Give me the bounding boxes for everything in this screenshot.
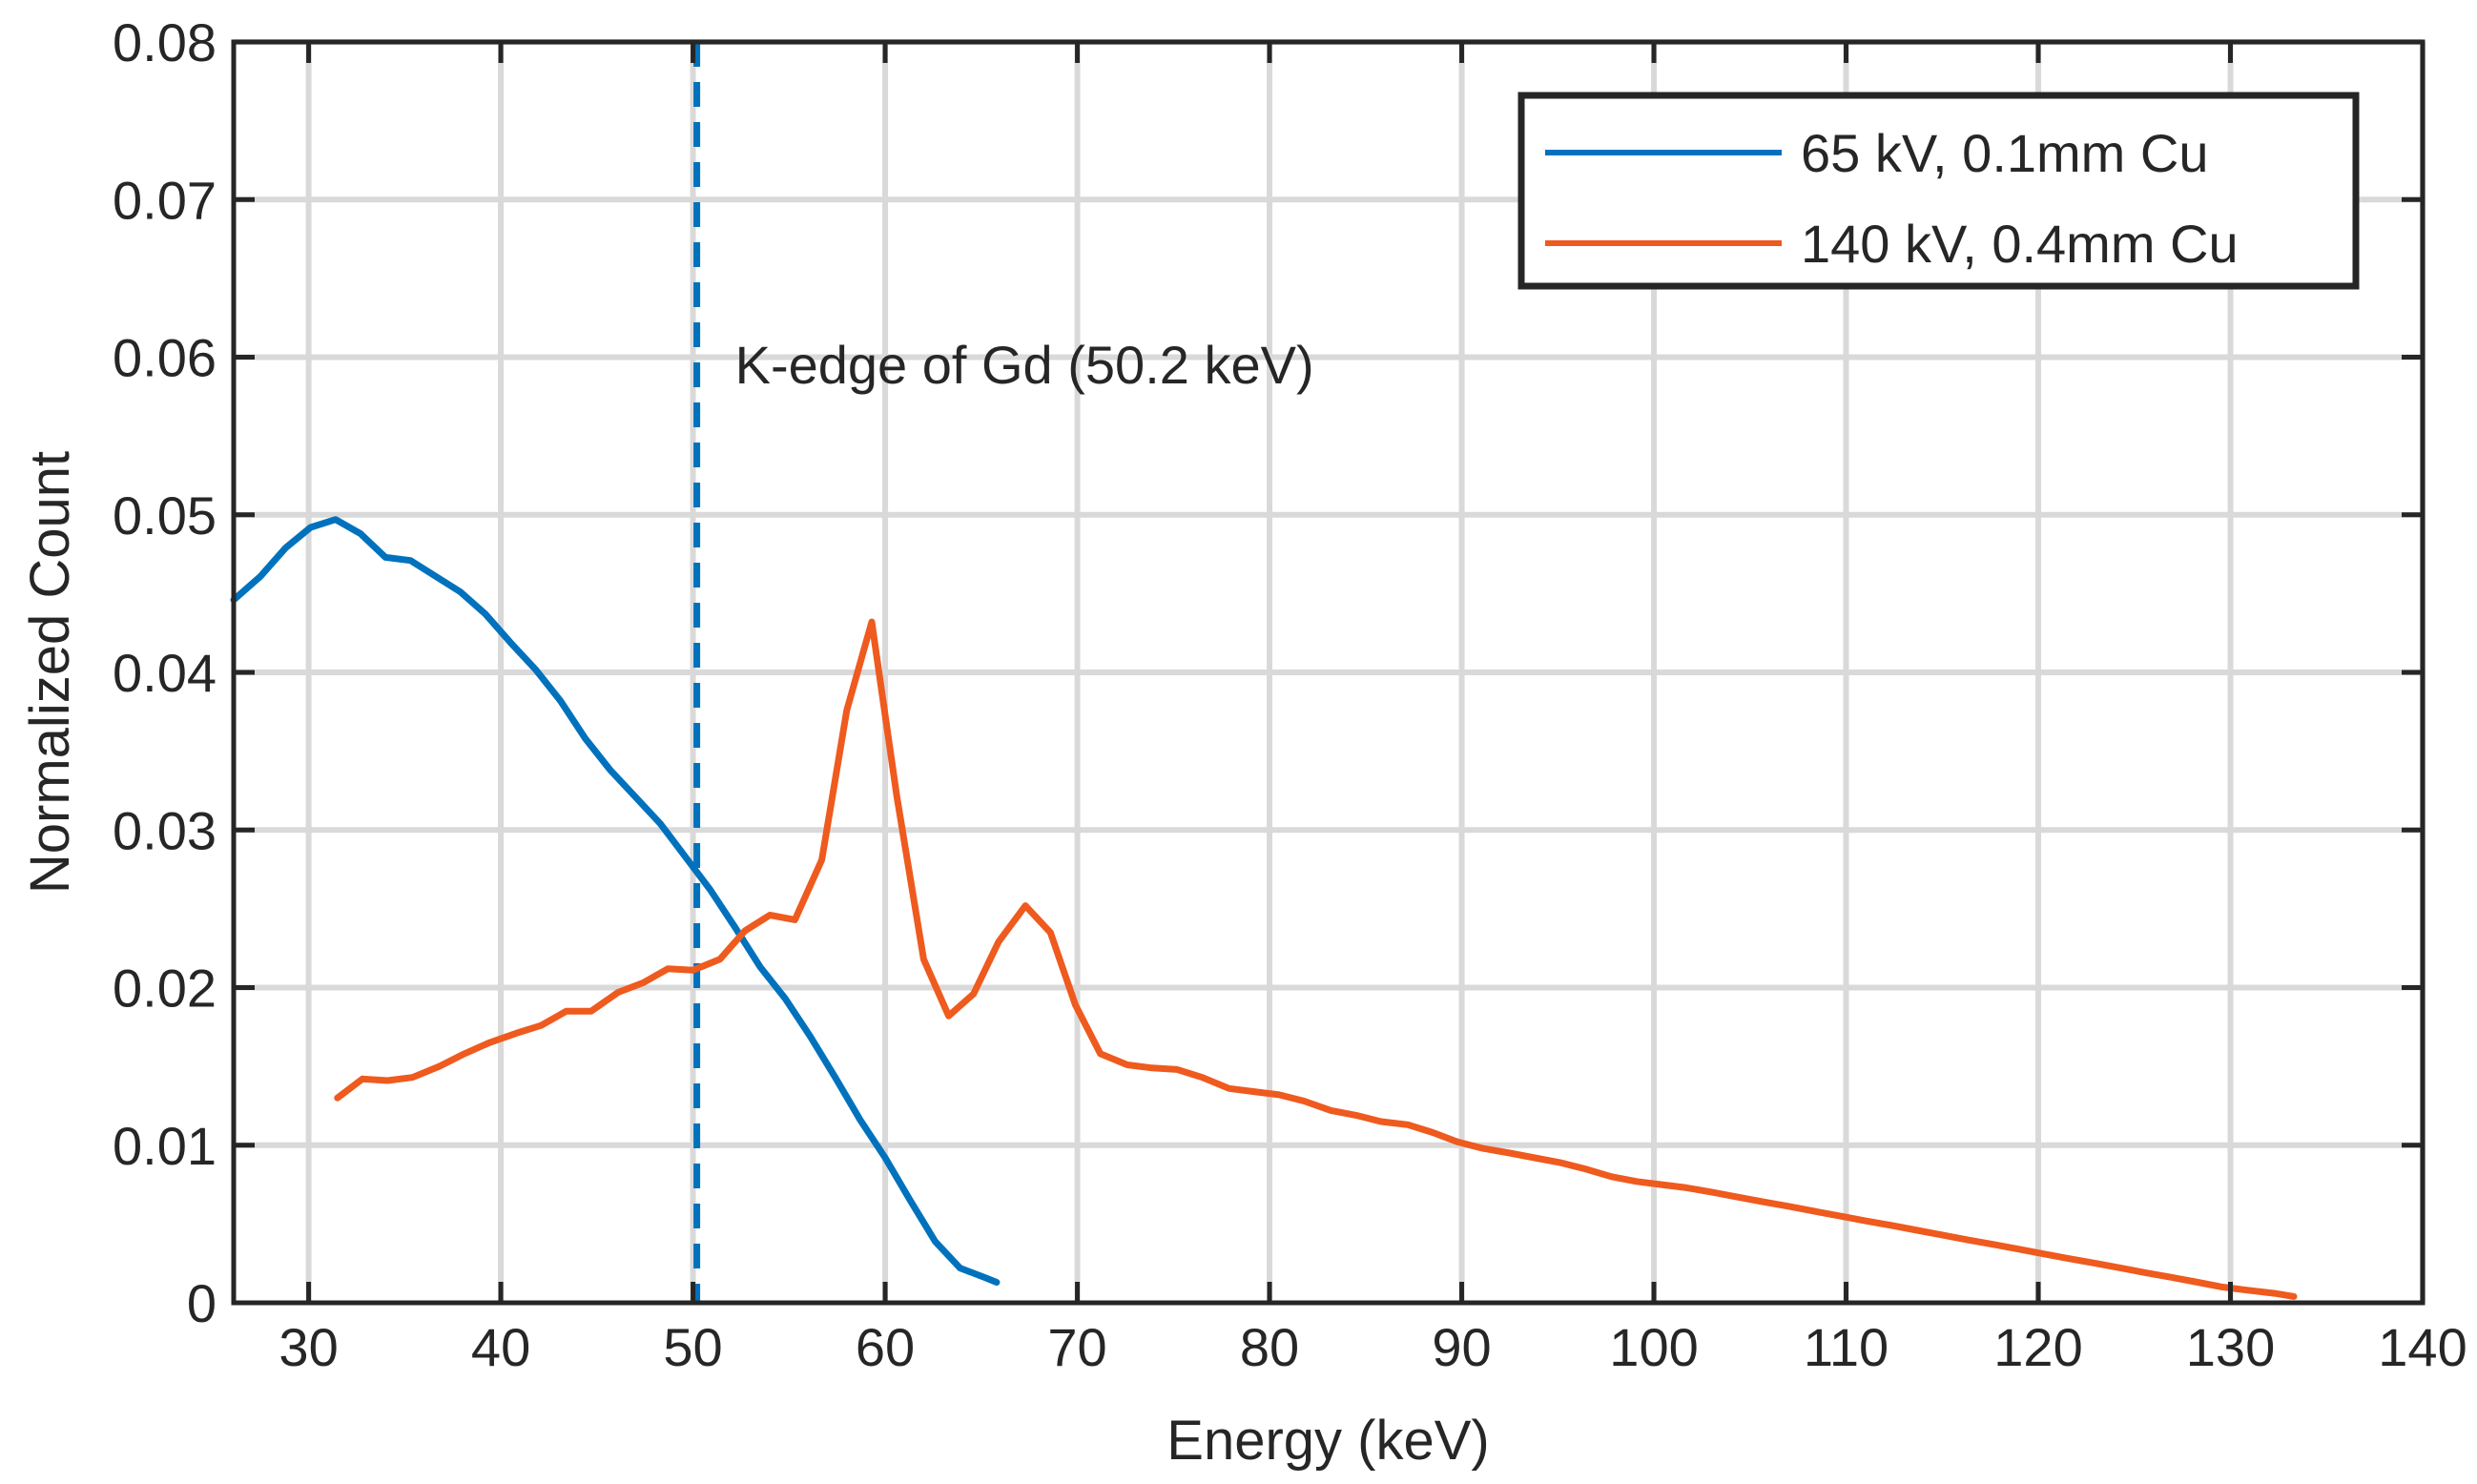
y-tick-label: 0.04 [113,643,217,703]
x-tick-label: 130 [2186,1317,2275,1377]
y-axis-title: Normalized Count [19,451,81,894]
x-tick-label: 70 [1047,1317,1106,1377]
y-tick-label: 0.01 [113,1116,217,1176]
y-tick-label: 0 [187,1273,217,1333]
x-tick-label: 30 [279,1317,338,1377]
y-tick-label: 0.06 [113,328,217,388]
x-axis-title: Energy (keV) [1166,1410,1489,1472]
x-tick-label: 80 [1240,1317,1299,1377]
x-tick-label: 120 [1993,1317,2082,1377]
x-tick-label: 60 [856,1317,915,1377]
x-tick-label: 90 [1432,1317,1491,1377]
x-tick-label: 40 [471,1317,530,1377]
x-tick-label: 140 [2378,1317,2467,1377]
y-tick-label: 0.03 [113,800,217,860]
x-tick-label: 100 [1609,1317,1698,1377]
y-tick-label: 0.05 [113,485,217,546]
x-axis-ticks: 30 40 50 60 70 80 90 100 110 120 130 140 [279,42,2467,1377]
y-axis-ticks: 0 0.01 0.02 0.03 0.04 0.05 0.06 0.07 0.08 [113,12,2423,1333]
series-line-140kv [334,618,2298,1300]
y-tick-label: 0.02 [113,958,217,1019]
x-tick-label: 110 [1804,1317,1889,1377]
legend: 65 kV, 0.1mm Cu 140 kV, 0.4mm Cu [1517,92,2360,290]
series-group [230,516,2298,1300]
y-tick-label: 0.07 [113,170,217,230]
legend-box [1517,92,2360,290]
y-tick-label: 0.08 [113,12,217,72]
legend-label-65kv: 65 kV, 0.1mm Cu [1801,123,2208,183]
k-edge-annotation: K-edge of Gd (50.2 keV) [735,335,1314,395]
series-line-65kv [230,516,1001,1286]
legend-label-140kv: 140 kV, 0.4mm Cu [1801,214,2239,274]
x-tick-label: 50 [663,1317,722,1377]
